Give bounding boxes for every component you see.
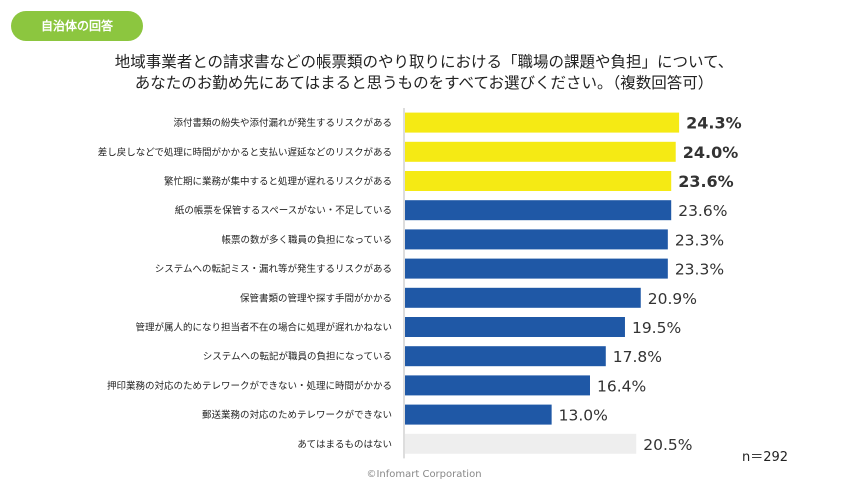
sample-size: n＝292 bbox=[742, 450, 789, 465]
bar bbox=[405, 287, 641, 308]
data-label: 23.3% bbox=[675, 231, 724, 249]
bar bbox=[405, 229, 668, 250]
bar bbox=[405, 141, 676, 162]
bar bbox=[405, 433, 637, 454]
bar bbox=[405, 317, 625, 337]
data-label: 16.4% bbox=[597, 377, 646, 395]
bar bbox=[405, 346, 606, 367]
copyright: ©Infomart Corporation bbox=[366, 469, 482, 480]
data-label: 23.6% bbox=[678, 202, 727, 220]
category-label: 管理が属人的になり担当者不在の場合に処理が遅れかねない bbox=[135, 322, 392, 334]
category-label: 添付書類の紛失や添付漏れが発生するリスクがある bbox=[173, 117, 392, 129]
bar bbox=[405, 200, 672, 221]
bar bbox=[405, 112, 680, 133]
bar bbox=[405, 258, 668, 279]
data-label: 13.0% bbox=[559, 407, 608, 425]
category-label: システムへの転記が職員の負担になっている bbox=[203, 351, 392, 363]
data-label: 23.3% bbox=[675, 261, 724, 279]
question-title-line-2: あなたのお勤め先にあてはまると思うものをすべてお選びください。（複数回答可） bbox=[134, 74, 714, 92]
category-label: 帳票の数が多く職員の負担になっている bbox=[221, 234, 392, 246]
question-title-line-1: 地域事業者との請求書などの帳票類のやり取りにおける「職場の課題や負担」について、 bbox=[114, 53, 734, 71]
data-label: 23.6% bbox=[678, 172, 734, 191]
category-label: 紙の帳票を保管するスペースがない・不足している bbox=[175, 205, 392, 217]
category-label: 差し戻しなどで処理に時間がかかると支払い遅延などのリスクがある bbox=[98, 146, 392, 158]
data-label: 24.0% bbox=[683, 143, 739, 162]
category-label: システムへの転記ミス・漏れ等が発生するリスクがある bbox=[155, 263, 392, 275]
category-label: 押印業務の対応のためテレワークができない・処理に時間がかかる bbox=[107, 380, 392, 392]
data-label: 20.9% bbox=[648, 290, 697, 308]
data-label: 24.3% bbox=[686, 114, 742, 133]
respondent-badge: 自治体の回答 bbox=[11, 11, 143, 41]
bar bbox=[405, 375, 590, 396]
data-label: 20.5% bbox=[643, 436, 692, 454]
category-label: 郵送業務の対応のためテレワークができない bbox=[202, 409, 392, 421]
bar bbox=[405, 171, 672, 191]
data-label: 19.5% bbox=[632, 319, 681, 337]
data-label: 17.8% bbox=[613, 348, 662, 366]
category-label: あてはまるものはない bbox=[297, 439, 392, 450]
category-label: 保管書類の管理や探す手間がかかる bbox=[240, 292, 392, 304]
question-title: 地域事業者との請求書などの帳票類のやり取りにおける「職場の課題や負担」について、… bbox=[0, 52, 848, 94]
bar bbox=[405, 404, 552, 425]
category-label: 繁忙期に業務が集中すると処理が遅れるリスクがある bbox=[164, 176, 392, 188]
